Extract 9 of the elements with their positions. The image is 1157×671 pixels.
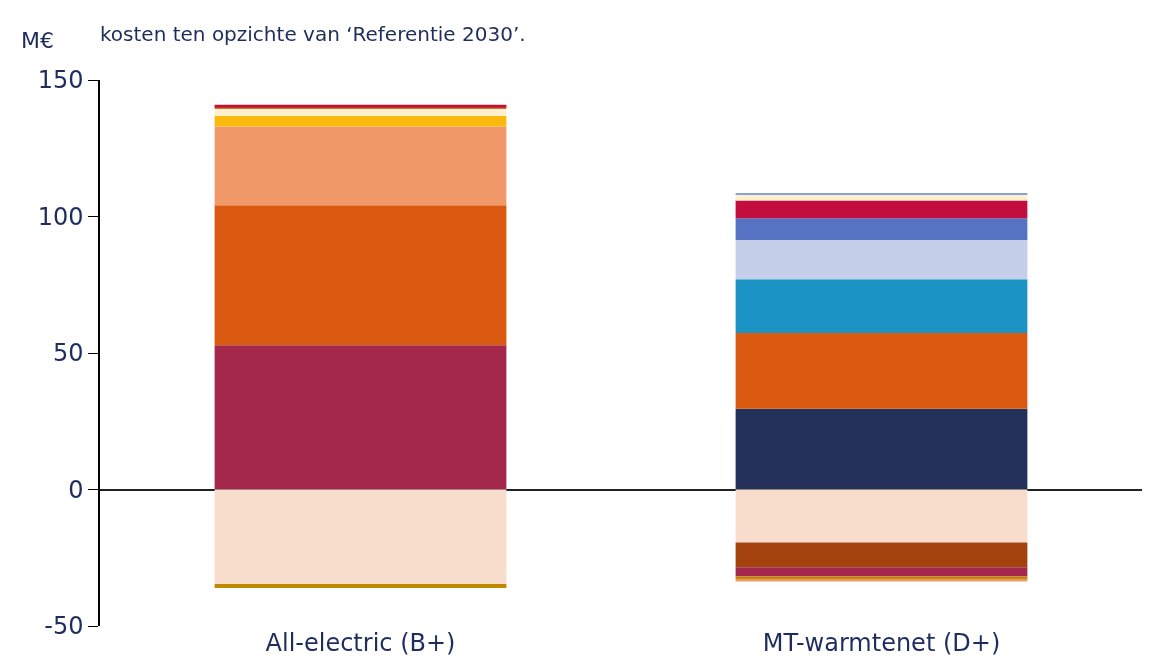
- x-tick-label: MT-warmtenet (D+): [762, 629, 1001, 657]
- y-tick-label: 100: [37, 202, 84, 231]
- y-tick-label: 0: [68, 475, 84, 504]
- y-tick-label: 150: [37, 66, 84, 95]
- y-axis-title: M€: [21, 28, 54, 53]
- y-tick-label: -50: [44, 612, 84, 641]
- y-tick-label: 50: [52, 339, 84, 368]
- chart-title: kosten ten opzichte van ‘Referentie 2030’.: [100, 21, 526, 46]
- x-tick-label: All-electric (B+): [265, 629, 456, 657]
